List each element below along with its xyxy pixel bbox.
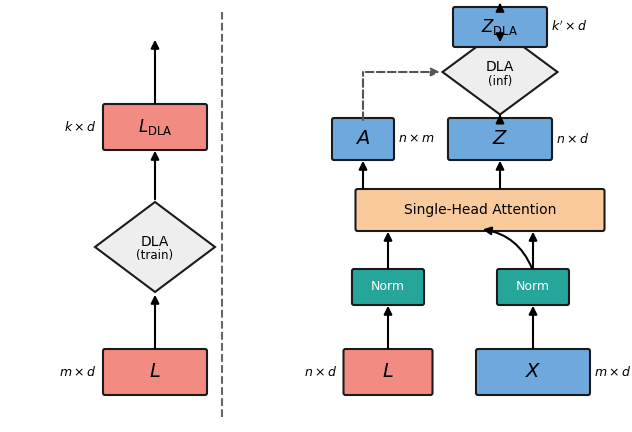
Text: (train): (train) — [137, 250, 174, 263]
Text: $m \times d$: $m \times d$ — [59, 365, 97, 379]
Text: $n \times m$: $n \times m$ — [398, 133, 435, 146]
FancyBboxPatch shape — [103, 104, 207, 150]
FancyBboxPatch shape — [344, 349, 432, 395]
Text: $k' \times d$: $k' \times d$ — [551, 20, 587, 34]
FancyBboxPatch shape — [448, 118, 552, 160]
Text: $n \times d$: $n \times d$ — [556, 132, 589, 146]
Text: (inf): (inf) — [488, 74, 512, 88]
FancyBboxPatch shape — [103, 349, 207, 395]
FancyBboxPatch shape — [453, 7, 547, 47]
Text: $L$: $L$ — [149, 363, 161, 381]
Text: Single-Head Attention: Single-Head Attention — [404, 203, 556, 217]
Polygon shape — [95, 202, 215, 292]
Text: $Z_{\mathrm{DLA}}$: $Z_{\mathrm{DLA}}$ — [482, 17, 518, 37]
Text: $Z$: $Z$ — [492, 130, 508, 148]
Text: $L$: $L$ — [382, 363, 394, 381]
Text: $k \times d$: $k \times d$ — [64, 120, 97, 134]
Text: Norm: Norm — [516, 280, 550, 293]
FancyBboxPatch shape — [352, 269, 424, 305]
FancyBboxPatch shape — [476, 349, 590, 395]
FancyBboxPatch shape — [497, 269, 569, 305]
Text: $L_{\mathrm{DLA}}$: $L_{\mathrm{DLA}}$ — [138, 117, 173, 137]
Text: DLA: DLA — [141, 235, 169, 249]
FancyBboxPatch shape — [332, 118, 394, 160]
Text: $n \times d$: $n \times d$ — [304, 365, 337, 379]
Text: $X$: $X$ — [525, 363, 541, 381]
Text: $m \times d$: $m \times d$ — [594, 365, 631, 379]
Text: DLA: DLA — [486, 60, 514, 74]
FancyBboxPatch shape — [355, 189, 604, 231]
Polygon shape — [442, 29, 557, 114]
Text: Norm: Norm — [371, 280, 405, 293]
Text: $A$: $A$ — [355, 130, 370, 148]
